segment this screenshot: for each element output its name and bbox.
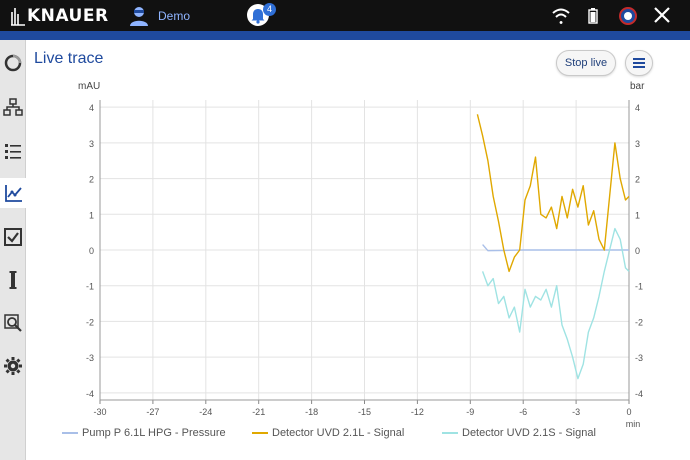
y-axis-label-left: mAU — [78, 81, 100, 92]
hierarchy-icon — [3, 98, 23, 116]
menu-button[interactable] — [625, 50, 653, 76]
legend-swatch — [442, 432, 458, 434]
y-tick-label-left: -2 — [86, 317, 94, 327]
bell-icon — [251, 9, 265, 24]
chart-labels: 4 43 32 21 10 0-1 -1-2 -2-3 -3-4 -4-30 -27 -24 -21 -1… — [78, 81, 645, 428]
x-tick-label: -21 — [252, 407, 265, 417]
y-tick-label-left: 0 — [89, 246, 94, 256]
series-pressure-line — [482, 244, 629, 252]
brand-text: KNAUER — [27, 6, 109, 26]
sidebar-item-hierarchy[interactable] — [0, 92, 26, 122]
column-icon — [9, 271, 17, 289]
y-tick-label-right: -1 — [635, 282, 643, 292]
brand-logo: KNAUER — [10, 6, 109, 26]
wifi-icon — [552, 8, 570, 24]
page-title: Live trace — [34, 50, 104, 67]
y-tick-label-left: 1 — [89, 210, 94, 220]
x-tick-label: -30 — [93, 407, 106, 417]
stop-live-button[interactable]: Stop live — [556, 50, 616, 76]
user-name: Demo — [158, 9, 191, 23]
hamburger-menu-icon — [633, 58, 645, 68]
knauer-logo-icon — [11, 8, 25, 26]
instrument-status-icon[interactable] — [619, 7, 637, 25]
y-tick-label-right: -2 — [635, 317, 643, 327]
legend-label: Detector UVD 2.1S - Signal — [462, 427, 596, 439]
x-tick-label: -3 — [572, 407, 580, 417]
y-tick-label-right: 1 — [635, 210, 640, 220]
x-axis-label: min — [626, 419, 641, 428]
user-badge[interactable]: Demo — [128, 5, 190, 27]
battery-icon — [588, 8, 598, 24]
x-tick-label: -6 — [519, 407, 527, 417]
y-tick-label-left: 4 — [89, 103, 94, 113]
sidebar — [0, 40, 27, 460]
sidebar-item-settings[interactable] — [0, 351, 26, 381]
y-tick-label-right: 2 — [635, 175, 640, 185]
legend-swatch — [252, 432, 268, 434]
y-tick-label-right: -3 — [635, 353, 643, 363]
y-tick-label-right: 0 — [635, 246, 640, 256]
sidebar-item-search[interactable] — [0, 308, 26, 338]
y-tick-label-right: 4 — [635, 103, 640, 113]
legend-item[interactable]: Pump P 6.1L HPG - Pressure — [62, 427, 226, 439]
sidebar-item-column[interactable] — [0, 265, 26, 295]
y-tick-label-left: 3 — [89, 139, 94, 149]
sidebar-item-status[interactable] — [0, 48, 26, 78]
status-icons — [552, 7, 670, 25]
y-tick-label-left: 2 — [89, 175, 94, 185]
y-tick-label-right: 3 — [635, 139, 640, 149]
x-tick-label: -18 — [305, 407, 318, 417]
y-axis-label-right: bar — [630, 81, 645, 92]
user-avatar-icon — [130, 7, 148, 26]
chart-series — [476, 114, 630, 380]
y-tick-label-left: -3 — [86, 353, 94, 363]
legend-item[interactable]: Detector UVD 2.1L - Signal — [252, 427, 404, 439]
chart-icon — [4, 185, 22, 202]
legend-item[interactable]: Detector UVD 2.1S - Signal — [442, 427, 596, 439]
sidebar-item-list[interactable] — [0, 136, 26, 166]
close-icon[interactable] — [654, 7, 670, 23]
top-bar: KNAUER Demo 4 — [0, 0, 690, 31]
y-tick-label-left: -1 — [86, 282, 94, 292]
notification-count-badge: 4 — [263, 3, 276, 16]
zoom-search-icon — [4, 314, 22, 332]
x-tick-label: -12 — [411, 407, 424, 417]
gear-icon — [4, 357, 22, 375]
series-uvd-s-line — [481, 227, 630, 380]
y-tick-label-left: -4 — [86, 389, 94, 399]
series-uvd-l-line — [476, 114, 630, 273]
chart-legend: Pump P 6.1L HPG - Pressure Detector UVD 2… — [60, 427, 660, 443]
checkbox-icon — [4, 228, 22, 246]
live-trace-chart[interactable]: 4 43 32 21 10 0-1 -1-2 -2-3 -3-4 -4-30 -27 -24 -21 -1… — [60, 78, 660, 428]
x-tick-label: -27 — [146, 407, 159, 417]
x-tick-label: -24 — [199, 407, 212, 417]
sidebar-item-live-trace[interactable] — [0, 178, 27, 208]
legend-label: Detector UVD 2.1L - Signal — [272, 427, 405, 439]
y-tick-label-right: -4 — [635, 389, 643, 399]
legend-label: Pump P 6.1L HPG - Pressure — [82, 427, 226, 439]
legend-swatch — [62, 432, 78, 434]
x-tick-label: -15 — [358, 407, 371, 417]
status-ring-icon — [4, 54, 22, 72]
sidebar-item-checklist[interactable] — [0, 222, 26, 252]
accent-bar — [0, 31, 690, 40]
x-tick-label: 0 — [626, 407, 631, 417]
x-tick-label: -9 — [466, 407, 474, 417]
list-icon — [5, 144, 21, 159]
